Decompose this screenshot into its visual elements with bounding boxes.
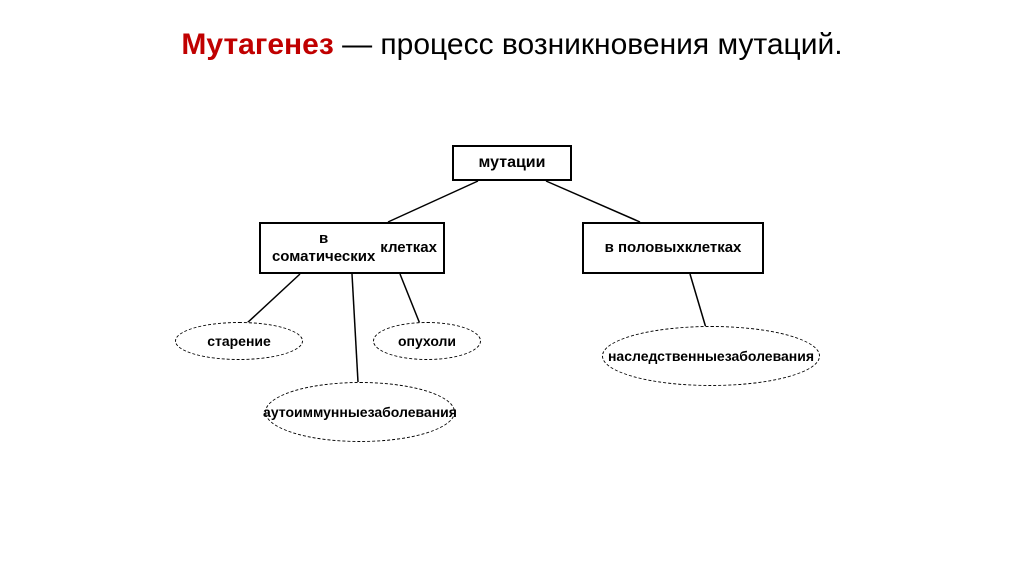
edge-germ-heredit	[690, 274, 706, 328]
edge-somatic-aging	[246, 274, 300, 324]
node-label-line: заболевания	[368, 404, 457, 421]
edge-root-germ	[546, 181, 640, 222]
node-aging: старение	[175, 322, 303, 360]
edge-somatic-tumors	[400, 274, 420, 324]
node-somatic: в соматическихклетках	[259, 222, 445, 274]
diagram-edges	[0, 0, 1024, 576]
edge-somatic-autoimm	[352, 274, 358, 382]
node-root: мутации	[452, 145, 572, 181]
node-label-line: клетках	[685, 239, 742, 257]
node-label-line: опухоли	[398, 333, 456, 350]
node-tumors: опухоли	[373, 322, 481, 360]
node-label-line: мутации	[479, 153, 546, 172]
title-rest: — процесс возникновения мутаций.	[334, 28, 843, 61]
node-heredit: наследственныезаболевания	[602, 326, 820, 386]
node-label-line: заболевания	[725, 348, 814, 365]
edge-root-somatic	[388, 181, 478, 222]
node-label-line: клетках	[380, 239, 437, 257]
title-keyword: Мутагенез	[181, 28, 333, 61]
slide-title: Мутагенез — процесс возникновения мутаци…	[0, 28, 1024, 62]
node-label-line: старение	[207, 333, 271, 350]
node-label-line: аутоиммунные	[263, 404, 368, 421]
slide-canvas: Мутагенез — процесс возникновения мутаци…	[0, 0, 1024, 576]
node-germ: в половыхклетках	[582, 222, 764, 274]
node-label-line: в половых	[605, 239, 685, 257]
node-label-line: наследственные	[608, 348, 725, 365]
node-autoimm: аутоиммунныезаболевания	[265, 382, 455, 442]
node-label-line: в соматических	[267, 230, 380, 266]
